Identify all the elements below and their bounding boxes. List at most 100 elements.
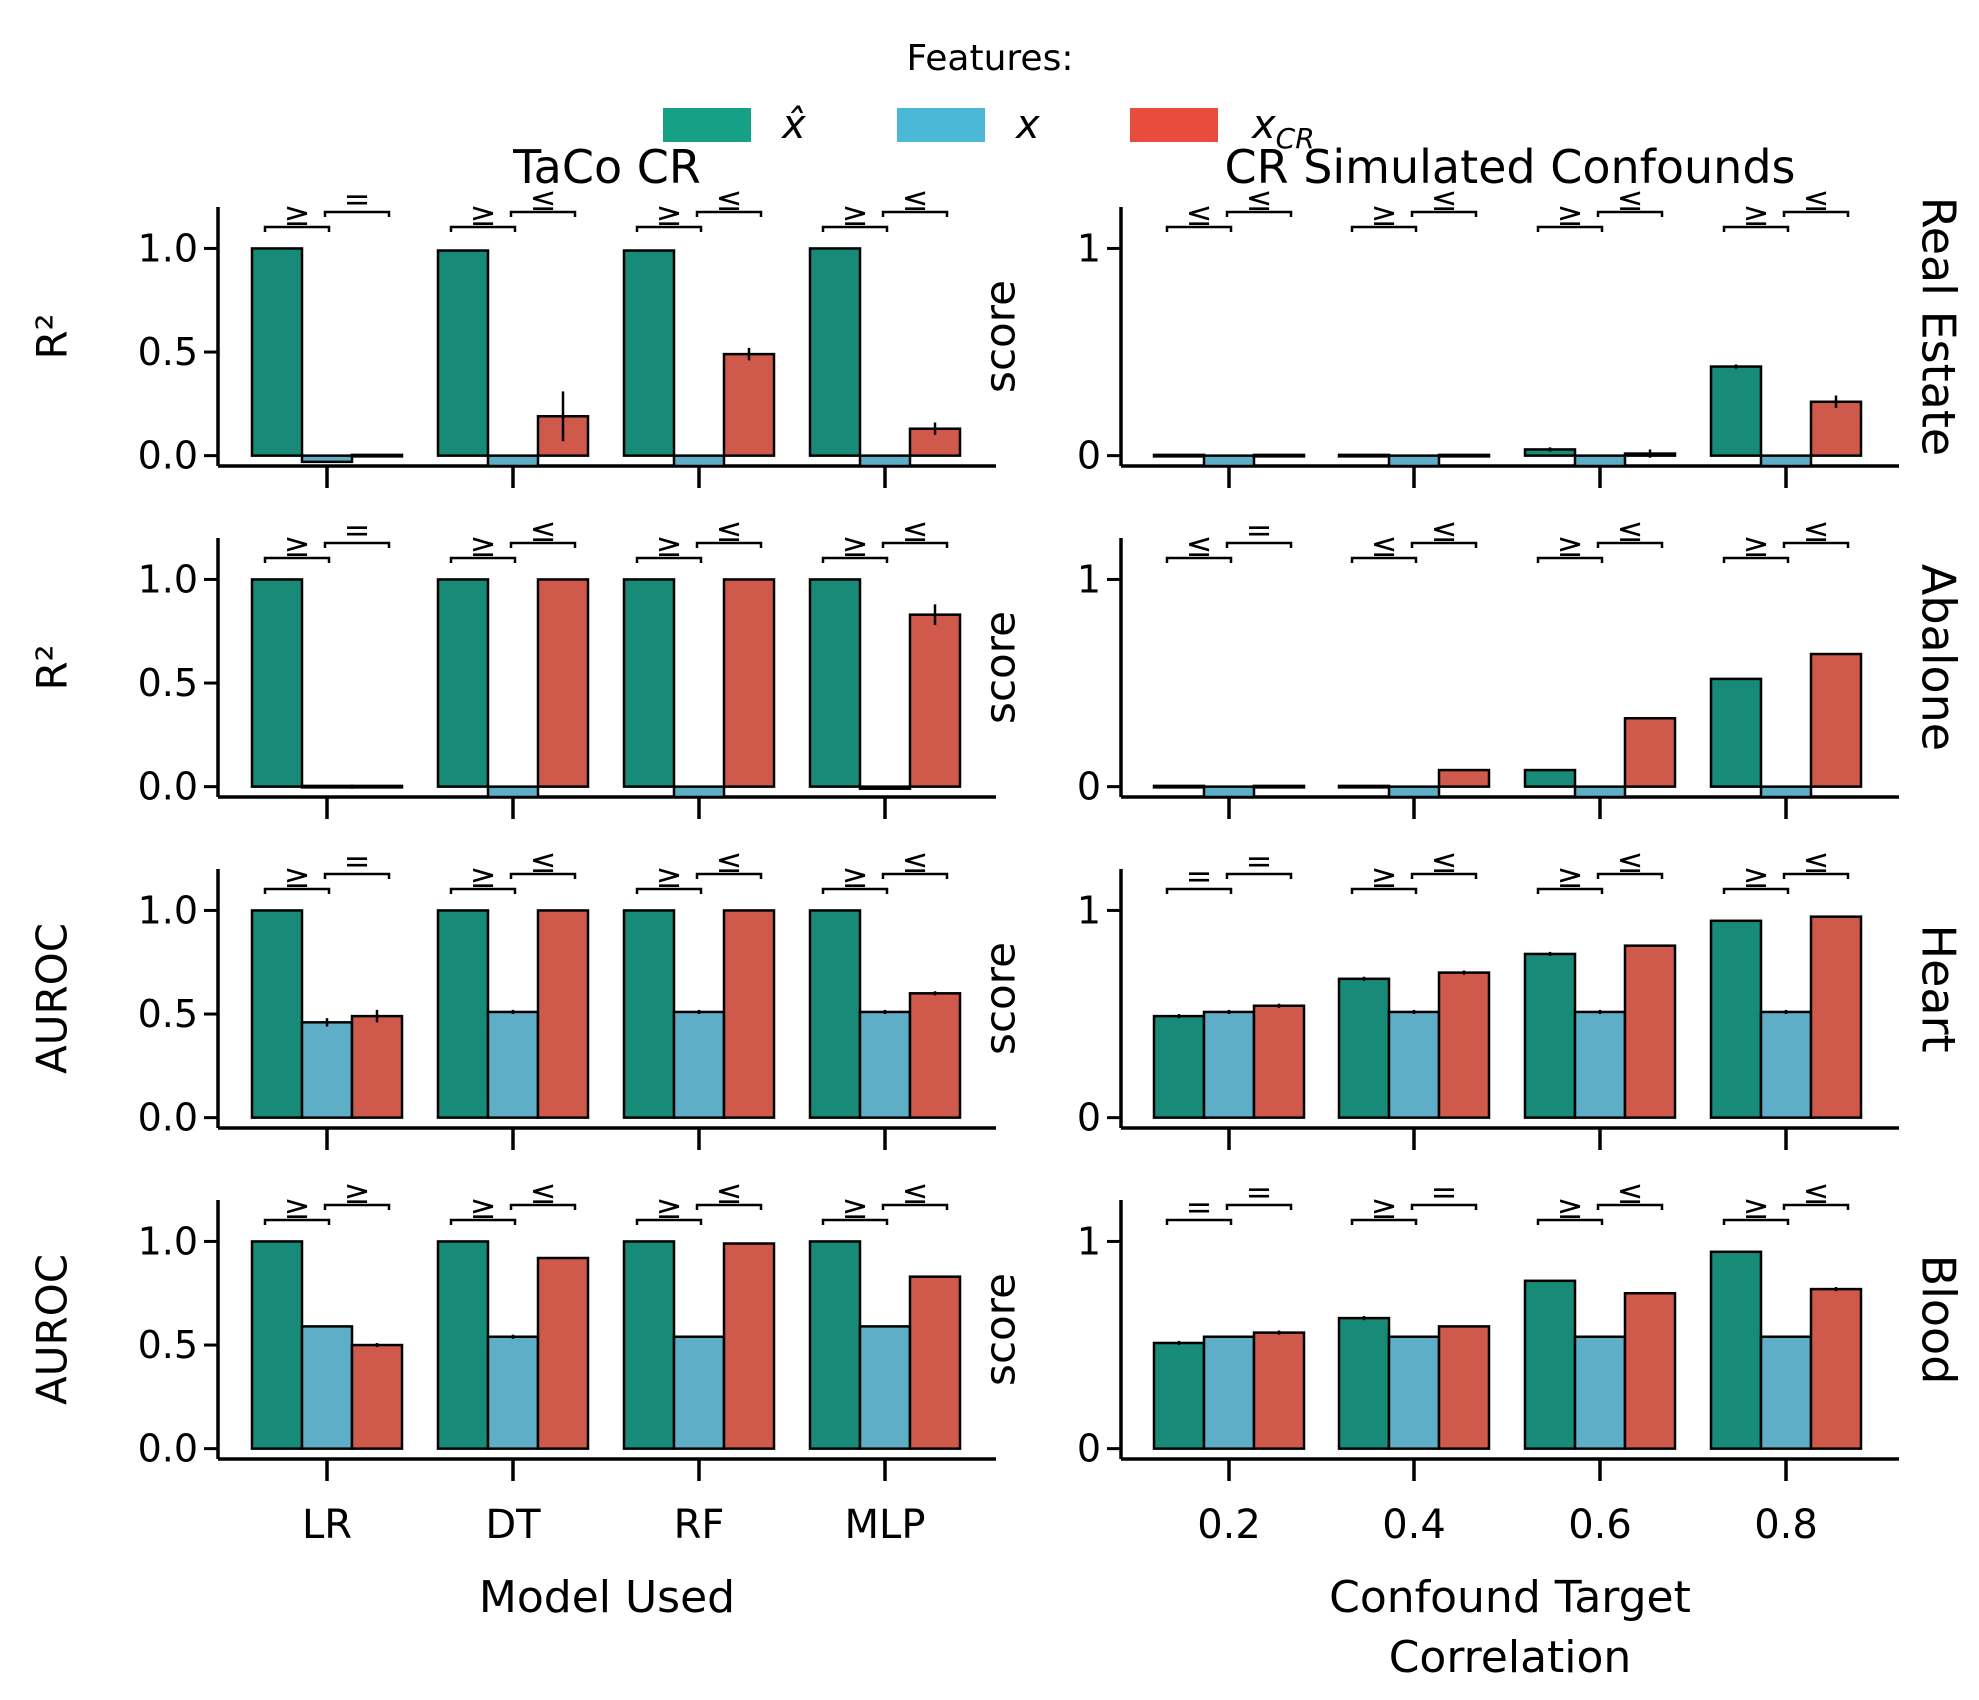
bar-xhat (1337, 1316, 1391, 1450)
significance-bracket (1350, 1218, 1418, 1225)
significance-symbol: = (344, 180, 371, 218)
significance-bracket (449, 887, 517, 894)
y-tick-label: 0.0 (138, 434, 198, 478)
significance-symbol: ≤ (716, 180, 743, 218)
bar-xcr (536, 1256, 590, 1450)
x-tick-label: DT (485, 1502, 541, 1548)
significance-symbol: ≥ (1557, 1188, 1584, 1226)
bar-xhat (1337, 977, 1391, 1119)
bar-xcr (1252, 784, 1306, 789)
significance-bracket (1596, 210, 1664, 217)
significance-bracket (1596, 541, 1664, 548)
bar-xhat (1523, 1279, 1577, 1450)
significance-bracket (635, 1218, 703, 1225)
significance-symbol: ≤ (716, 842, 743, 880)
y-axis-label: R² (28, 313, 77, 359)
legend-label-xcr-main: x (1250, 102, 1276, 148)
significance-bracket (1225, 541, 1293, 548)
panel-5: 0.0 0.5 1.0 ≥ = ≥ ≤ ≥ ≤ ≥ ≤ AUROC (28, 842, 996, 1150)
significance-bracket (881, 872, 949, 879)
bar-x (486, 1335, 540, 1450)
bar-xcr (350, 784, 404, 789)
bar-xcr (1437, 1325, 1491, 1450)
bar-x (1202, 785, 1256, 799)
x-axis-label: Confound Target (1329, 1572, 1691, 1623)
significance-symbol: ≥ (842, 195, 869, 233)
significance-symbol: ≥ (470, 526, 497, 564)
bar-x (858, 1010, 912, 1119)
significance-bracket (449, 225, 517, 232)
y-tick-label: 0.5 (138, 1323, 198, 1367)
significance-bracket (1782, 541, 1850, 548)
bar-xcr (350, 453, 404, 458)
x-tick-label: RF (674, 1502, 725, 1548)
significance-bracket (1722, 225, 1790, 232)
bar-xhat (250, 909, 304, 1119)
significance-symbol: = (1186, 857, 1213, 895)
significance-symbol: ≤ (1617, 511, 1644, 549)
y-tick-label: 1 (1077, 888, 1101, 932)
significance-bracket (1410, 210, 1478, 217)
bar-xhat (1152, 453, 1206, 458)
y-tick-label: 0.0 (138, 765, 198, 809)
significance-bracket (1782, 872, 1850, 879)
panel-2: 0 1 ≤ ≤ ≥ ≤ ≥ ≤ ≥ ≤ score CR Simulated Confounds Rea… (976, 140, 1966, 488)
row-label: Abalone (1912, 564, 1966, 751)
bar-x (486, 454, 540, 468)
y-tick-label: 1.0 (138, 557, 198, 601)
row-label: Heart (1912, 924, 1966, 1052)
bar-xcr (1809, 400, 1863, 457)
bar-xhat (436, 1240, 490, 1450)
significance-symbol: ≤ (1186, 526, 1213, 564)
y-axis-label: AUROC (28, 923, 77, 1074)
significance-symbol: ≥ (1371, 857, 1398, 895)
y-tick-label: 0 (1077, 765, 1101, 809)
significance-bracket (1165, 887, 1233, 894)
significance-bracket (821, 225, 889, 232)
significance-symbol: ≥ (842, 857, 869, 895)
significance-symbol: ≥ (1557, 526, 1584, 564)
chart-grid: 0.0 0.5 1.0 ≥ = ≥ ≤ ≥ ≤ ≥ ≤ R² TaCo CR 0 1 ≤ ≤ ≥ ≤ ≥ ≤ ≥ ≤ scor… (28, 140, 1966, 1683)
y-axis-label: score (976, 611, 1025, 724)
significance-bracket (1410, 1203, 1478, 1210)
significance-bracket (1350, 556, 1418, 563)
significance-bracket (821, 887, 889, 894)
y-tick-label: 1 (1077, 226, 1101, 270)
bar-x (300, 1021, 354, 1119)
bar-x (858, 1325, 912, 1450)
bar-xhat (1152, 1341, 1206, 1450)
bar-xcr (1252, 1004, 1306, 1119)
panel-1: 0.0 0.5 1.0 ≥ = ≥ ≤ ≥ ≤ ≥ ≤ R² TaCo CR (28, 140, 996, 488)
bar-x (1573, 1335, 1627, 1450)
bar-x (1387, 1010, 1441, 1119)
significance-symbol: ≤ (716, 511, 743, 549)
legend: Features: x̂ x xCR (663, 38, 1315, 155)
significance-bracket (1722, 1218, 1790, 1225)
significance-symbol: ≤ (530, 180, 557, 218)
panel-7: 0.0 0.5 1.0 LR DT RF MLP ≥ ≥ ≥ ≤ ≥ ≤ ≥ ≤ AUROC Model Use… (28, 1173, 996, 1623)
significance-symbol: ≥ (284, 1188, 311, 1226)
bar-x (1759, 1335, 1813, 1450)
bar-xcr (1809, 1287, 1863, 1450)
bar-xcr (908, 613, 962, 788)
bar-x (300, 784, 354, 789)
x-axis-label: Correlation (1389, 1632, 1632, 1683)
significance-symbol: ≤ (902, 1173, 929, 1211)
significance-bracket (263, 1218, 331, 1225)
bar-x (672, 1010, 726, 1119)
bar-xhat (1709, 365, 1763, 457)
significance-symbol: ≤ (1803, 511, 1830, 549)
significance-symbol: ≤ (530, 1173, 557, 1211)
bar-xhat (436, 909, 490, 1119)
y-tick-label: 1 (1077, 557, 1101, 601)
significance-bracket (1410, 541, 1478, 548)
significance-symbol: ≥ (1743, 857, 1770, 895)
bar-xhat (808, 247, 862, 457)
bar-x (858, 454, 912, 468)
significance-symbol: ≤ (1803, 842, 1830, 880)
significance-symbol: ≤ (1431, 511, 1458, 549)
significance-symbol: ≥ (344, 1173, 371, 1211)
significance-symbol: ≥ (470, 195, 497, 233)
column-title: CR Simulated Confounds (1224, 140, 1795, 194)
